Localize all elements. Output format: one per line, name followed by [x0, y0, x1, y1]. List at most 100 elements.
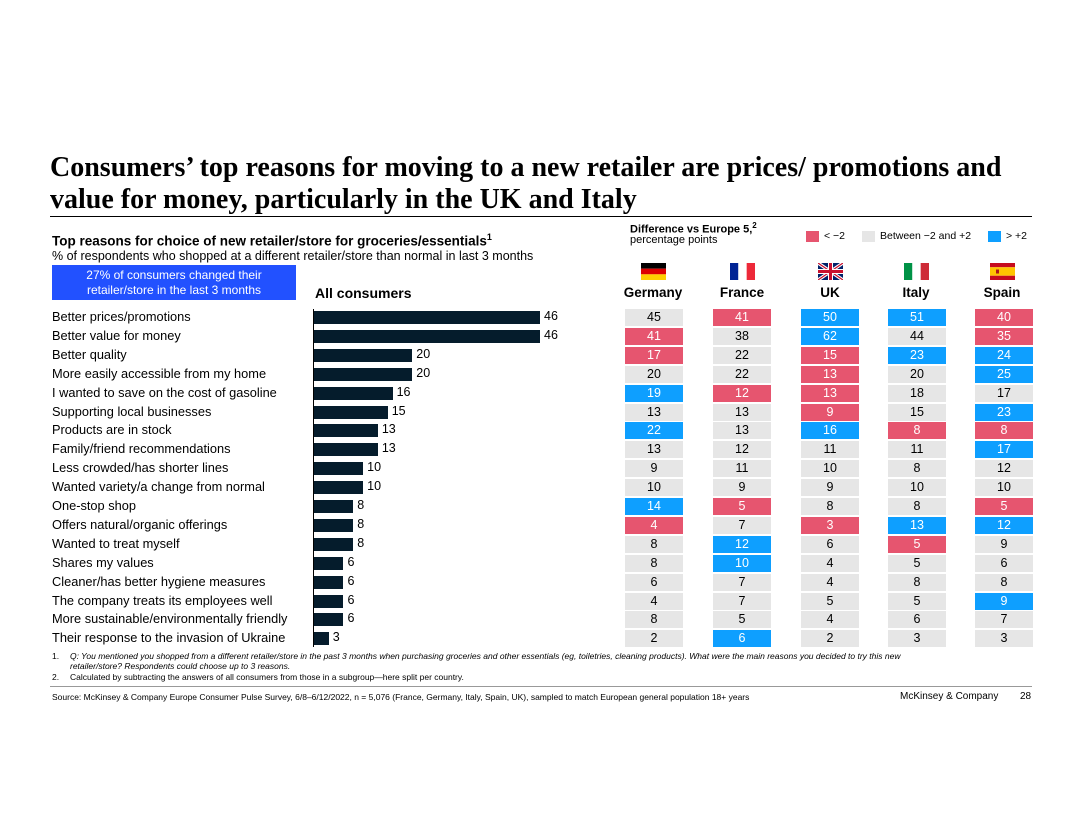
category-label-supporting-local-businesses: Supporting local businesses	[52, 403, 212, 419]
country-header-spain: Spain	[983, 285, 1021, 300]
bar-chart-title: All consumers	[315, 285, 412, 301]
cell-italy-better-prices-promotions: 51	[888, 309, 946, 326]
cell-spain-products-are-in-stock: 8	[975, 422, 1033, 440]
cell-italy-less-crowded-has-shorter-lines: 8	[888, 460, 946, 478]
bar-wanted-variety-a-change-from-normal	[314, 481, 364, 495]
cell-spain-more-sustainable-environmentally-friendly: 7	[975, 611, 1033, 629]
chart-subnote: % of respondents who shopped at a differ…	[52, 249, 534, 263]
bar-value-label: 20	[416, 365, 431, 380]
cell-spain-wanted-to-treat-myself: 9	[975, 535, 1033, 553]
bar-value-label: 6	[347, 573, 355, 588]
cell-italy-shares-my-values: 5	[888, 554, 946, 572]
cell-germany-wanted-to-treat-myself: 8	[625, 535, 683, 553]
cell-italy-more-easily-accessible-from-my-home: 20	[888, 365, 946, 383]
source-note: Source: McKinsey & Company Europe Consum…	[52, 692, 750, 702]
bar-their-response-to-the-invasion-of-ukraine	[314, 632, 329, 646]
bar-family-friend-recommendations	[314, 443, 378, 457]
bar-shares-my-values	[314, 556, 344, 570]
cell-italy-i-wanted-to-save-on-the-cost-of-gasoline: 18	[888, 384, 946, 402]
cell-france-more-sustainable-environmentally-friendly: 5	[713, 611, 771, 629]
category-label-less-crowded-has-shorter-lines: Less crowded/has shorter lines	[52, 460, 229, 476]
bar-value-label: 6	[347, 592, 355, 607]
legend-label-between: Between −2 and +2	[880, 230, 972, 242]
page-title: Consumers’ top reasons for moving to a n…	[50, 152, 1002, 215]
cell-uk-i-wanted-to-save-on-the-cost-of-gasoline: 13	[801, 384, 859, 402]
cell-germany-better-quality: 17	[625, 346, 683, 364]
category-label-more-easily-accessible-from-my-home: More easily accessible from my home	[52, 365, 267, 381]
bar-value-label: 6	[347, 554, 355, 569]
bar-value-label: 3	[332, 630, 340, 645]
cell-italy-family-friend-recommendations: 11	[888, 441, 946, 459]
uk-flag-icon	[818, 263, 843, 280]
footer-divider	[50, 686, 1032, 687]
category-label-cleaner-has-better-hygiene-measures: Cleaner/has better hygiene measures	[52, 573, 266, 589]
cell-france-better-quality: 22	[713, 346, 771, 364]
bar-value-label: 46	[544, 309, 558, 323]
bar-value-label: 10	[367, 479, 382, 494]
cell-germany-cleaner-has-better-hygiene-measures: 6	[625, 573, 683, 591]
cell-germany-family-friend-recommendations: 13	[625, 441, 683, 459]
legend-label-above: > +2	[1006, 230, 1028, 242]
category-label-wanted-variety-a-change-from-normal: Wanted variety/a change from normal	[52, 479, 265, 495]
cell-germany-more-sustainable-environmentally-friendly: 8	[625, 611, 683, 629]
cell-italy-more-sustainable-environmentally-friendly: 6	[888, 611, 946, 629]
cell-spain-the-company-treats-its-employees-well: 9	[975, 592, 1033, 610]
callout-box: 27% of consumers changed their retailer/…	[52, 265, 296, 300]
cell-italy-the-company-treats-its-employees-well: 5	[888, 592, 946, 610]
bar-products-are-in-stock	[314, 424, 378, 438]
cell-uk-their-response-to-the-invasion-of-ukraine: 2	[801, 630, 859, 648]
france-flag-icon	[730, 263, 755, 280]
chart-subtitle: Top reasons for choice of new retailer/s…	[52, 232, 492, 249]
bar-value-label: 6	[347, 611, 355, 626]
category-label-their-response-to-the-invasion-of-ukraine: Their response to the invasion of Ukrain…	[52, 630, 286, 646]
cell-uk-less-crowded-has-shorter-lines: 10	[801, 460, 859, 478]
bar-more-sustainable-environmentally-friendly	[314, 613, 344, 627]
bar-axis-line	[313, 309, 314, 647]
cell-france-cleaner-has-better-hygiene-measures: 7	[713, 573, 771, 591]
cell-germany-supporting-local-businesses: 13	[625, 403, 683, 421]
cell-italy-one-stop-shop: 8	[888, 498, 946, 515]
cell-germany-better-value-for-money: 41	[625, 327, 683, 345]
cell-spain-cleaner-has-better-hygiene-measures: 8	[975, 573, 1033, 591]
cell-france-better-value-for-money: 38	[713, 327, 771, 345]
cell-uk-better-quality: 15	[801, 346, 859, 364]
cell-uk-the-company-treats-its-employees-well: 5	[801, 592, 859, 610]
cell-uk-products-are-in-stock: 16	[801, 422, 859, 440]
bar-value-label: 13	[381, 422, 396, 437]
cell-france-the-company-treats-its-employees-well: 7	[713, 592, 771, 610]
cell-uk-better-value-for-money: 62	[801, 327, 859, 345]
bar-value-label: 8	[357, 516, 365, 531]
cell-spain-family-friend-recommendations: 17	[975, 441, 1033, 459]
cell-italy-better-quality: 23	[888, 346, 946, 364]
category-label-more-sustainable-environmentally-friendly: More sustainable/environmentally friendl…	[52, 611, 288, 627]
category-label-family-friend-recommendations: Family/friend recommendations	[52, 441, 231, 457]
category-label-offers-natural-organic-offerings: Offers natural/organic offerings	[52, 516, 228, 532]
cell-germany-i-wanted-to-save-on-the-cost-of-gasoline: 19	[625, 384, 683, 402]
category-label-better-quality: Better quality	[52, 346, 127, 362]
brand-name: McKinsey & Company	[900, 691, 999, 702]
legend-swatch-below	[806, 231, 819, 242]
category-label-the-company-treats-its-employees-well: The company treats its employees well	[52, 592, 273, 608]
italy-flag-icon	[904, 263, 929, 280]
category-label-i-wanted-to-save-on-the-cost-of-gasoline: I wanted to save on the cost of gasoline	[52, 384, 277, 400]
country-header-uk: UK	[820, 285, 840, 300]
bar-supporting-local-businesses	[314, 405, 388, 419]
cell-germany-products-are-in-stock: 22	[625, 422, 683, 440]
cell-france-more-easily-accessible-from-my-home: 22	[713, 365, 771, 383]
cell-spain-wanted-variety-a-change-from-normal: 10	[975, 479, 1033, 497]
difference-title-text: Difference vs Europe 5,	[630, 223, 753, 236]
category-label-shares-my-values: Shares my values	[52, 554, 154, 570]
bar-offers-natural-organic-offerings	[314, 518, 354, 532]
footnote-2-text: Calculated by subtracting the answers of…	[70, 672, 464, 682]
bar-value-label: 16	[396, 384, 411, 399]
bar-cleaner-has-better-hygiene-measures	[314, 575, 344, 589]
bar-better-value-for-money	[314, 329, 540, 343]
cell-spain-i-wanted-to-save-on-the-cost-of-gasoline: 17	[975, 384, 1033, 402]
cell-germany-the-company-treats-its-employees-well: 4	[625, 592, 683, 610]
bar-i-wanted-to-save-on-the-cost-of-gasoline	[314, 386, 393, 400]
bar-better-prices-promotions	[314, 311, 540, 324]
cell-italy-better-value-for-money: 44	[888, 327, 946, 345]
cell-france-one-stop-shop: 5	[713, 498, 771, 515]
spain-flag-icon	[990, 263, 1015, 280]
cell-spain-more-easily-accessible-from-my-home: 25	[975, 365, 1033, 383]
